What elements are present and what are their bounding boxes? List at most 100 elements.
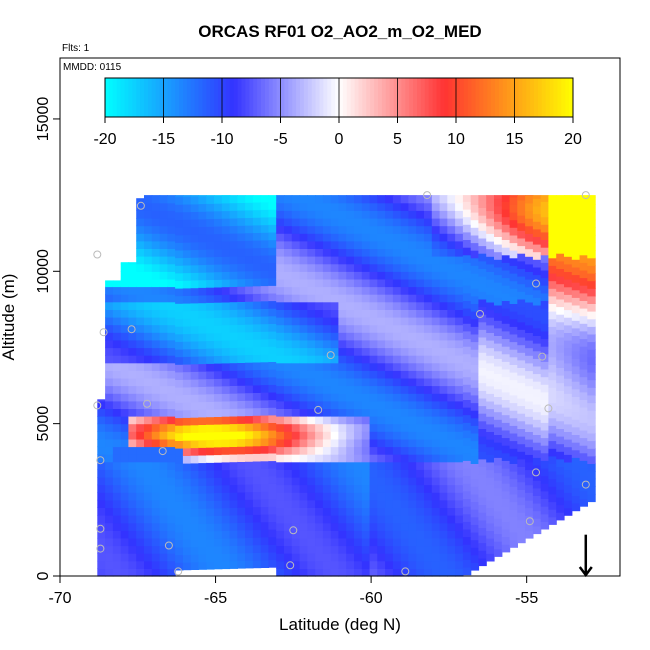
heatmap-cell	[214, 523, 223, 532]
heatmap-cell	[190, 394, 200, 403]
y-axis-label: Altitude (m)	[0, 274, 18, 361]
colorbar-segment	[120, 78, 125, 117]
heatmap-cell	[105, 347, 114, 356]
heatmap-cell	[268, 536, 277, 545]
heatmap-cell	[548, 402, 557, 411]
heatmap-cell	[540, 231, 550, 240]
heatmap-cell	[361, 400, 371, 409]
heatmap-cell	[268, 452, 277, 462]
heatmap-cell	[517, 420, 526, 429]
heatmap-cell	[252, 514, 262, 523]
heatmap-cell	[424, 339, 433, 349]
heatmap-cell	[571, 503, 581, 512]
heatmap-cell	[400, 218, 410, 227]
heatmap-cell	[330, 446, 340, 455]
heatmap-cell	[315, 294, 324, 303]
heatmap-cell	[229, 560, 238, 569]
heatmap-cell	[315, 492, 324, 501]
heatmap-cell	[182, 562, 192, 571]
heatmap-cell	[525, 439, 534, 448]
heatmap-cell	[229, 385, 238, 394]
colorbar-tick-label: 0	[335, 131, 344, 148]
heatmap-cell	[322, 256, 332, 265]
heatmap-cell	[447, 408, 456, 417]
heatmap-cell	[494, 350, 503, 359]
heatmap-cell	[385, 477, 394, 486]
heatmap-cell	[182, 523, 192, 533]
heatmap-cell	[252, 445, 262, 454]
heatmap-cell	[291, 522, 301, 531]
heatmap-cell	[494, 533, 503, 542]
heatmap-cell	[307, 355, 316, 364]
heatmap-cell	[478, 458, 487, 467]
heatmap-cell	[175, 524, 184, 533]
heatmap-cell	[587, 318, 596, 327]
heatmap-cell	[571, 396, 581, 405]
heatmap-cell	[221, 210, 231, 219]
heatmap-cell	[136, 446, 145, 455]
heatmap-cell	[338, 522, 347, 531]
heatmap-cell	[237, 217, 246, 226]
heatmap-cell	[439, 332, 448, 341]
heatmap-cell	[260, 239, 270, 248]
heatmap-cell	[361, 446, 371, 455]
heatmap-cell	[330, 431, 340, 440]
heatmap-cell	[112, 492, 122, 501]
heatmap-cell	[315, 195, 324, 204]
heatmap-cell	[229, 294, 238, 303]
heatmap-cell	[392, 195, 402, 204]
heatmap-cell	[455, 400, 464, 409]
heatmap-cell	[322, 377, 332, 387]
heatmap-cell	[315, 568, 324, 577]
heatmap-cell	[229, 507, 238, 516]
heatmap-cell	[237, 438, 246, 447]
heatmap-cell	[354, 377, 363, 387]
heatmap-cell	[214, 561, 223, 570]
heatmap-cell	[501, 452, 511, 461]
heatmap-cell	[330, 263, 340, 272]
heatmap-cell	[322, 492, 332, 501]
heatmap-cell	[190, 325, 200, 334]
heatmap-cell	[260, 483, 270, 492]
heatmap-cell	[556, 215, 565, 224]
heatmap-cell	[175, 371, 184, 380]
heatmap-cell	[151, 309, 161, 318]
heatmap-cell	[525, 446, 534, 455]
colorbar-segment	[444, 78, 449, 117]
heatmap-cell	[548, 195, 557, 198]
heatmap-cell	[392, 560, 402, 569]
heatmap-cell	[517, 428, 526, 437]
heatmap-cell	[424, 195, 433, 204]
heatmap-cell	[128, 530, 137, 539]
heatmap-cell	[346, 263, 355, 272]
heatmap-cell	[439, 286, 448, 295]
heatmap-cell	[167, 248, 176, 257]
heatmap-cell	[400, 278, 410, 288]
heatmap-cell	[299, 317, 308, 326]
heatmap-cell	[478, 367, 487, 376]
colorbar-segment	[432, 78, 437, 117]
heatmap-cell	[315, 370, 324, 379]
heatmap-cell	[128, 393, 137, 402]
heatmap-cell	[105, 484, 114, 493]
heatmap-cell	[315, 233, 324, 242]
heatmap-cell	[136, 484, 145, 493]
heatmap-cell	[494, 274, 503, 283]
heatmap-cell	[540, 308, 550, 317]
heatmap-cell	[144, 499, 153, 508]
heatmap-cell	[400, 522, 410, 531]
heatmap-cell	[112, 408, 122, 417]
heatmap-cell	[455, 568, 464, 577]
heatmap-cell	[206, 538, 215, 547]
heatmap-cell	[447, 195, 456, 204]
heatmap-cell	[214, 309, 223, 318]
heatmap-cell	[494, 259, 503, 268]
heatmap-cell	[462, 536, 472, 545]
heatmap-cell	[431, 309, 441, 318]
heatmap-cell	[291, 256, 301, 265]
heatmap-cell	[556, 260, 565, 269]
heatmap-cell	[416, 355, 425, 364]
heatmap-cell	[175, 547, 184, 556]
heatmap-cell	[455, 286, 464, 295]
heatmap-cell	[377, 408, 386, 417]
